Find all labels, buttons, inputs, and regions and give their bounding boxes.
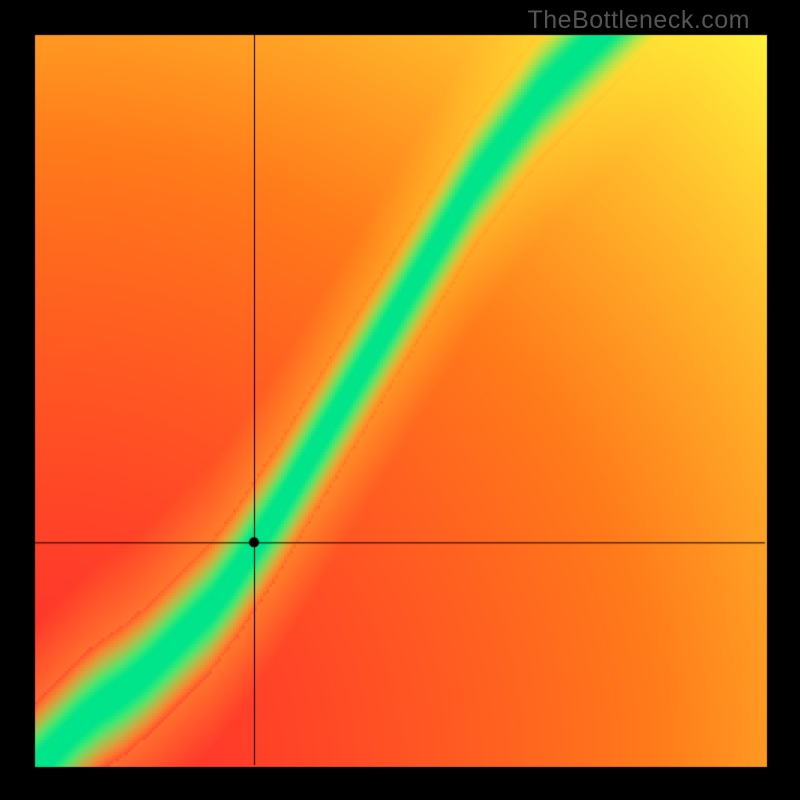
bottleneck-heatmap-canvas [0,0,800,800]
chart-stage: TheBottleneck.com [0,0,800,800]
